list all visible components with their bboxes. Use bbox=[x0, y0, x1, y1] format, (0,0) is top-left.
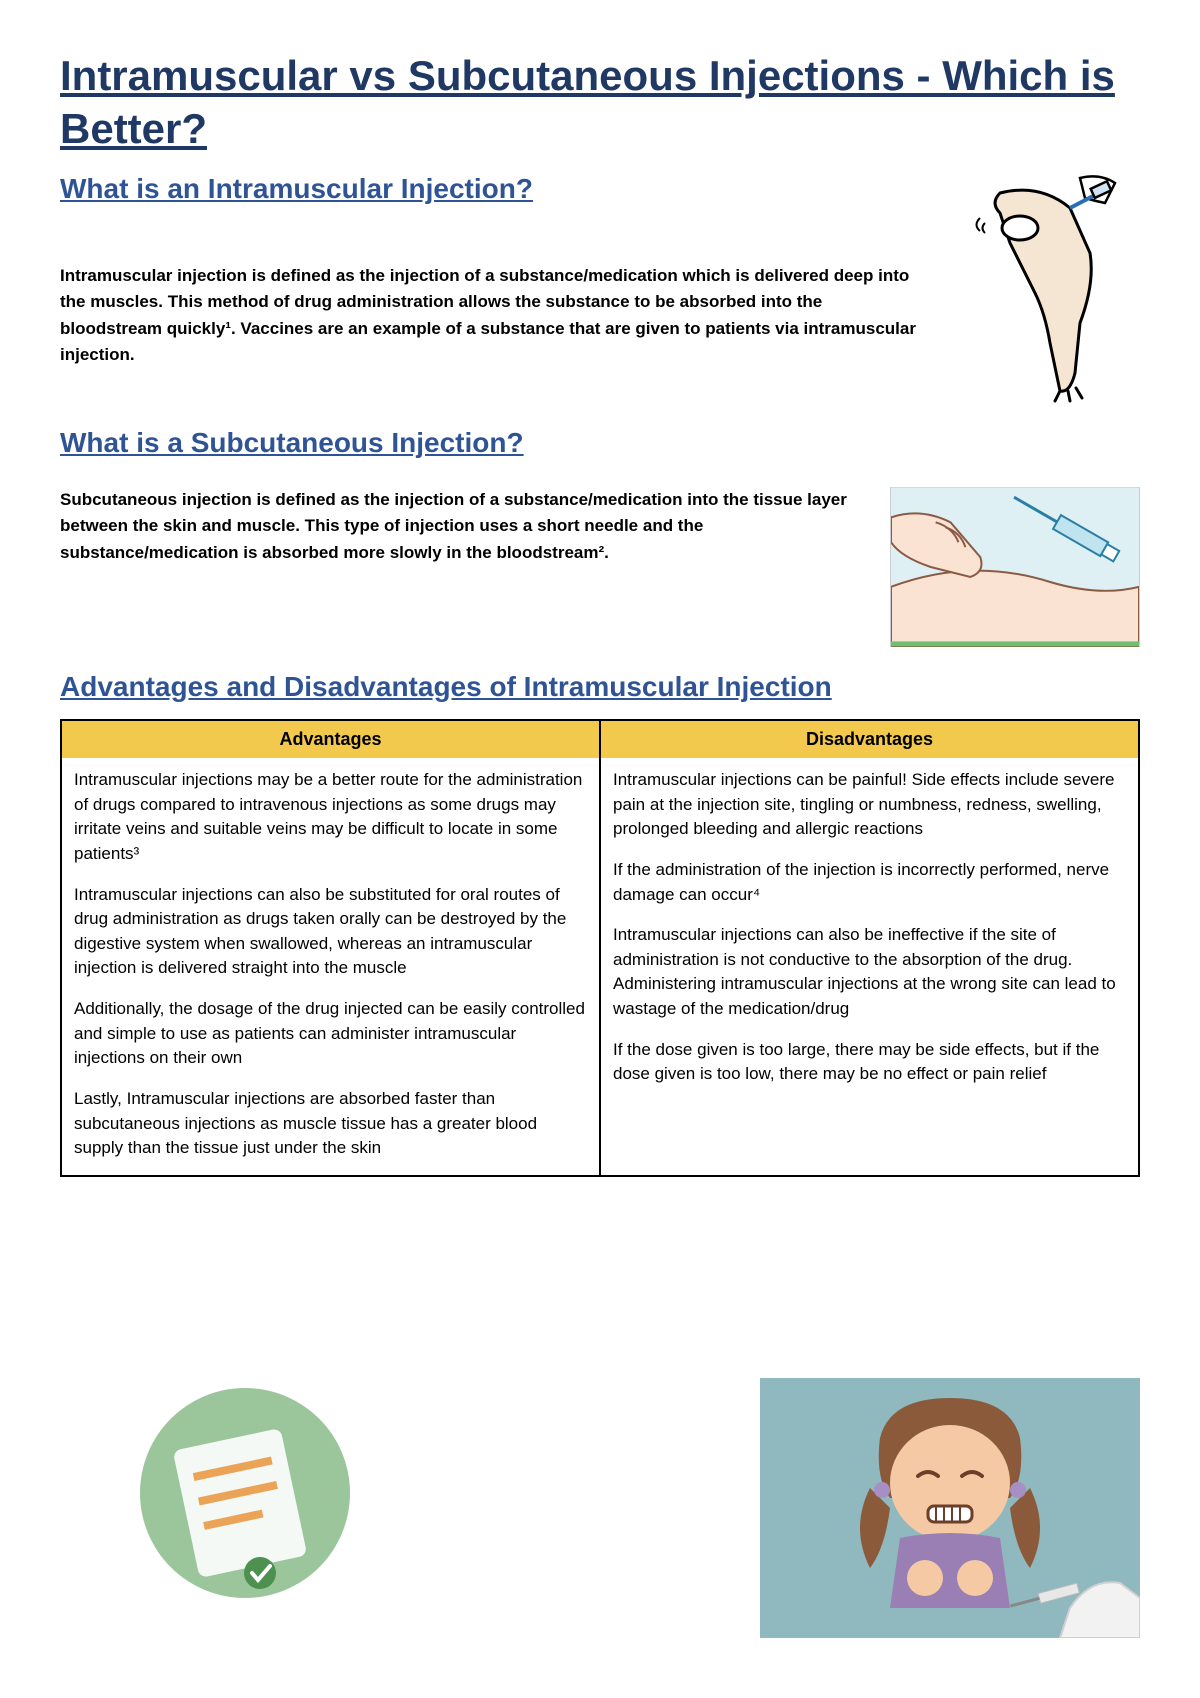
pinch-injection-icon bbox=[890, 487, 1140, 647]
col-header-advantages: Advantages bbox=[62, 721, 601, 758]
section-subcutaneous: Subcutaneous injection is defined as the… bbox=[60, 487, 1140, 647]
dis-item: Intramuscular injections can be painful!… bbox=[613, 768, 1126, 842]
heading-table: Advantages and Disadvantages of Intramus… bbox=[60, 671, 1140, 703]
col-header-disadvantages: Disadvantages bbox=[601, 721, 1138, 758]
dis-item: If the administration of the injection i… bbox=[613, 858, 1126, 907]
table-header-row: Advantages Disadvantages bbox=[62, 721, 1138, 758]
disadvantages-cell: Intramuscular injections can be painful!… bbox=[601, 758, 1138, 1175]
page-title: Intramuscular vs Subcutaneous Injections… bbox=[60, 50, 1140, 155]
adv-item: Additionally, the dosage of the drug inj… bbox=[74, 997, 587, 1071]
advantages-table: Advantages Disadvantages Intramuscular i… bbox=[60, 719, 1140, 1177]
heading-subcutaneous: What is a Subcutaneous Injection? bbox=[60, 427, 1140, 459]
advantages-cell: Intramuscular injections may be a better… bbox=[62, 758, 601, 1175]
section-intramuscular: What is an Intramuscular Injection? Intr… bbox=[60, 173, 1140, 403]
dis-item: If the dose given is too large, there ma… bbox=[613, 1038, 1126, 1087]
watermark-badge-icon bbox=[130, 1378, 360, 1608]
adv-item: Intramuscular injections may be a better… bbox=[74, 768, 587, 867]
adv-item: Lastly, Intramuscular injections are abs… bbox=[74, 1087, 587, 1161]
dis-item: Intramuscular injections can also be ine… bbox=[613, 923, 1126, 1022]
body-intramuscular: Intramuscular injection is defined as th… bbox=[60, 263, 920, 368]
adv-item: Intramuscular injections can also be sub… bbox=[74, 883, 587, 982]
body-subcutaneous: Subcutaneous injection is defined as the… bbox=[60, 487, 870, 566]
child-injection-icon bbox=[760, 1378, 1140, 1638]
arm-injection-icon bbox=[940, 173, 1140, 403]
heading-intramuscular: What is an Intramuscular Injection? bbox=[60, 173, 920, 205]
